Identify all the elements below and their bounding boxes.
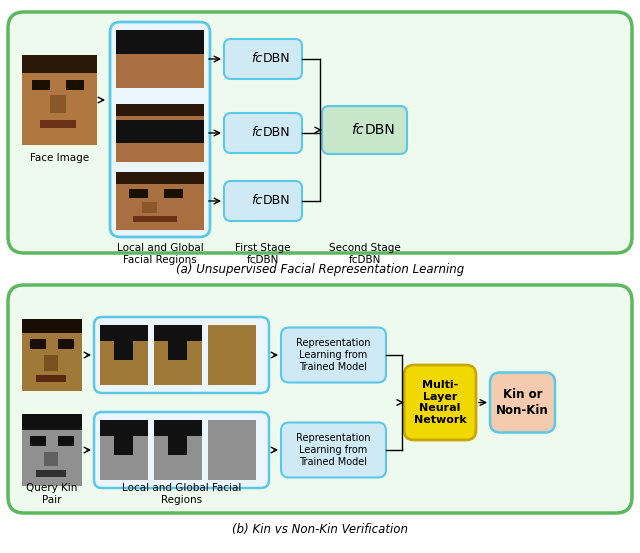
- Bar: [116, 172, 204, 184]
- Bar: [114, 436, 133, 455]
- Bar: [116, 104, 204, 162]
- FancyBboxPatch shape: [8, 285, 632, 513]
- Bar: [44, 452, 58, 466]
- Text: Representation
Learning from
Trained Model: Representation Learning from Trained Mod…: [296, 434, 371, 467]
- FancyBboxPatch shape: [281, 327, 386, 383]
- Bar: [66, 80, 84, 90]
- FancyBboxPatch shape: [281, 422, 386, 477]
- Bar: [22, 414, 82, 430]
- Text: (b) Kin vs Non-Kin Verification: (b) Kin vs Non-Kin Verification: [232, 523, 408, 536]
- Bar: [114, 341, 133, 360]
- Bar: [30, 436, 46, 446]
- FancyBboxPatch shape: [110, 22, 210, 237]
- Bar: [154, 325, 202, 385]
- Bar: [142, 202, 157, 213]
- Text: Second Stage
fcDBN: Second Stage fcDBN: [328, 243, 401, 264]
- Bar: [50, 95, 66, 113]
- Bar: [154, 420, 202, 436]
- Text: Local and Global
Facial Regions: Local and Global Facial Regions: [116, 243, 204, 264]
- Bar: [40, 120, 76, 128]
- Bar: [22, 319, 82, 391]
- Bar: [133, 216, 177, 222]
- Bar: [58, 436, 74, 446]
- Text: Local and Global Facial
Regions: Local and Global Facial Regions: [122, 483, 241, 505]
- Text: fc: fc: [351, 123, 364, 137]
- Text: First Stage
fcDBN: First Stage fcDBN: [236, 243, 291, 264]
- Bar: [168, 341, 187, 360]
- Bar: [154, 325, 202, 341]
- Bar: [116, 172, 204, 230]
- Bar: [164, 189, 183, 198]
- Bar: [44, 355, 58, 371]
- FancyBboxPatch shape: [224, 181, 302, 221]
- Bar: [22, 55, 97, 73]
- Text: fc: fc: [251, 53, 262, 65]
- FancyBboxPatch shape: [94, 317, 269, 393]
- FancyBboxPatch shape: [94, 412, 269, 488]
- Text: DBN: DBN: [263, 53, 291, 65]
- Text: Query Kin
Pair: Query Kin Pair: [26, 483, 77, 505]
- Bar: [36, 470, 66, 477]
- FancyBboxPatch shape: [404, 365, 476, 440]
- Bar: [100, 325, 148, 385]
- Text: (a) Unsupervised Facial Representation Learning: (a) Unsupervised Facial Representation L…: [176, 263, 464, 276]
- FancyBboxPatch shape: [322, 106, 407, 154]
- Bar: [116, 30, 204, 54]
- Bar: [30, 339, 46, 349]
- Bar: [129, 189, 148, 198]
- Text: DBN: DBN: [365, 123, 396, 137]
- FancyBboxPatch shape: [224, 39, 302, 79]
- Text: Representation
Learning from
Trained Model: Representation Learning from Trained Mod…: [296, 338, 371, 372]
- Text: fc: fc: [251, 127, 262, 139]
- Bar: [168, 436, 187, 455]
- Text: DBN: DBN: [263, 195, 291, 207]
- Bar: [22, 319, 82, 333]
- Bar: [154, 420, 202, 480]
- Bar: [100, 325, 148, 341]
- Bar: [100, 420, 148, 480]
- Text: Kin or
Non-Kin: Kin or Non-Kin: [496, 389, 549, 416]
- Bar: [208, 325, 256, 385]
- FancyBboxPatch shape: [490, 373, 555, 432]
- Bar: [116, 120, 204, 143]
- Text: Multi-
Layer
Neural
Network: Multi- Layer Neural Network: [413, 380, 467, 425]
- FancyBboxPatch shape: [224, 113, 302, 153]
- Text: Face Image: Face Image: [30, 153, 89, 163]
- Text: fc: fc: [251, 195, 262, 207]
- Bar: [116, 104, 204, 116]
- FancyBboxPatch shape: [8, 12, 632, 253]
- Text: DBN: DBN: [263, 127, 291, 139]
- Bar: [22, 414, 82, 486]
- Bar: [208, 420, 256, 480]
- Bar: [22, 55, 97, 145]
- Bar: [58, 339, 74, 349]
- Bar: [116, 30, 204, 88]
- Bar: [100, 420, 148, 436]
- Bar: [36, 375, 66, 382]
- Bar: [116, 30, 204, 42]
- Bar: [32, 80, 50, 90]
